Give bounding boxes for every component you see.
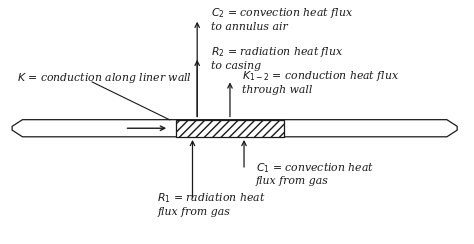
Polygon shape: [12, 120, 457, 137]
Text: $C_1$ = convection heat
flux from gas: $C_1$ = convection heat flux from gas: [256, 161, 374, 186]
Bar: [176, 120, 284, 137]
Text: $K_{1-2}$ = conduction heat flux
through wall: $K_{1-2}$ = conduction heat flux through…: [242, 69, 399, 95]
Text: $K$ = conduction along liner wall: $K$ = conduction along liner wall: [17, 71, 192, 85]
Text: $R_2$ = radiation heat flux
to casing: $R_2$ = radiation heat flux to casing: [211, 45, 344, 71]
Text: $R_1$ = radiation heat
flux from gas: $R_1$ = radiation heat flux from gas: [157, 192, 266, 217]
Text: $C_2$ = convection heat flux
to annulus air: $C_2$ = convection heat flux to annulus …: [211, 6, 354, 32]
